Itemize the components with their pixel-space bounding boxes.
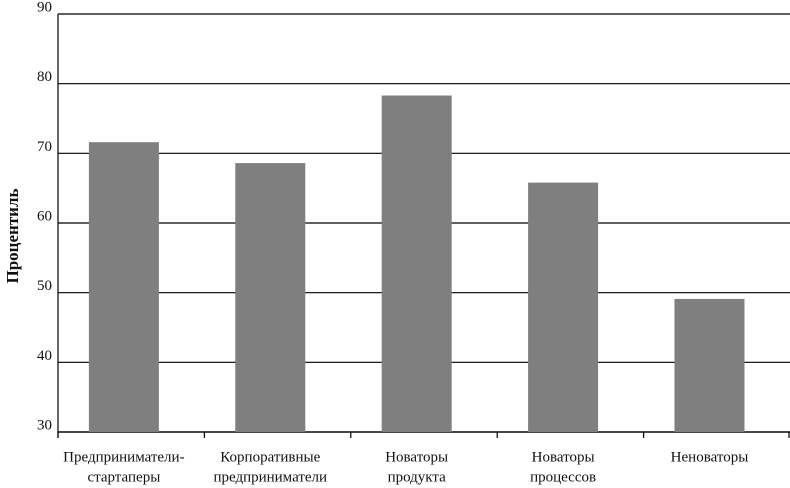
y-axis-title: Процентиль: [3, 189, 22, 284]
bar: [528, 182, 599, 432]
x-tick-label: предприниматели: [213, 469, 327, 485]
y-tick-label: 40: [37, 348, 52, 364]
x-tick-label: Новаторы: [385, 449, 448, 465]
bar: [88, 142, 159, 433]
x-tick-label: Корпоративные: [220, 449, 320, 465]
x-tick-label: стартаперы: [87, 469, 160, 485]
x-tick-label: Предприниматели-: [63, 449, 184, 465]
y-tick-label: 30: [37, 417, 52, 433]
y-tick-label: 70: [37, 139, 52, 155]
x-tick-label: продукта: [388, 469, 447, 485]
bar: [674, 298, 745, 432]
y-tick-label: 90: [37, 0, 52, 15]
y-tick-label: 60: [37, 208, 52, 224]
x-tick-label: Новаторы: [532, 449, 595, 465]
y-tick-label: 80: [37, 69, 52, 85]
y-tick-label: 50: [37, 278, 52, 294]
bar: [235, 163, 306, 432]
x-tick-label: Неноваторы: [671, 449, 749, 465]
bar: [381, 95, 452, 432]
x-tick-label: процессов: [530, 469, 596, 485]
